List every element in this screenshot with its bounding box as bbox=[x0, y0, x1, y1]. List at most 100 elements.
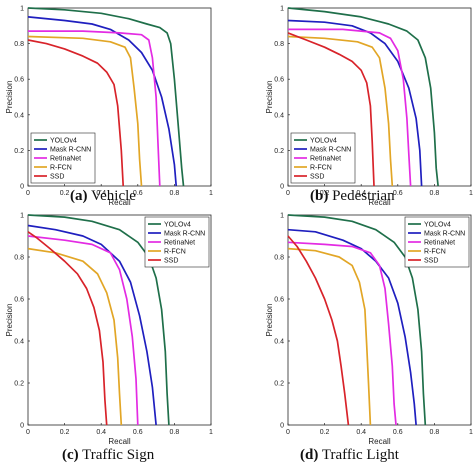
legend-label-a: SSD bbox=[50, 174, 64, 181]
x-tick-label-b: 1 bbox=[469, 190, 473, 197]
series-line-r-fcn-d bbox=[287, 247, 372, 426]
series-line-yolov4-a bbox=[27, 7, 185, 187]
x-axis-label-b: Recall bbox=[368, 198, 390, 207]
x-axis-label-c: Recall bbox=[108, 437, 130, 446]
x-tick-label-a: 1 bbox=[209, 190, 213, 197]
caption-b-letter: (b) bbox=[310, 188, 329, 204]
y-tick-label-b: 0.6 bbox=[274, 77, 284, 84]
legend-label-a: YOLOv4 bbox=[50, 138, 77, 145]
x-tick-label-a: 0.2 bbox=[60, 190, 70, 197]
series-line-ssd-a bbox=[27, 39, 125, 187]
y-axis-label-a: Precision bbox=[5, 81, 14, 114]
legend-label-b: YOLOv4 bbox=[310, 138, 337, 145]
legend-a: YOLOv4 Mask R-CNN RetinaNet R-FCN SSD bbox=[30, 132, 96, 184]
caption-d-letter: (d) bbox=[300, 447, 319, 463]
series-line-ssd-d bbox=[287, 235, 350, 426]
series-line-r-fcn-a bbox=[27, 35, 143, 187]
series-line-ssd-c bbox=[27, 231, 108, 426]
caption-a-letter: (a) bbox=[70, 188, 88, 204]
legend-label-b: Mask R-CNN bbox=[310, 147, 351, 154]
y-tick-label-b: 0 bbox=[280, 184, 284, 191]
y-tick-label-a: 0.4 bbox=[14, 112, 24, 119]
series-line-yolov4-b bbox=[287, 7, 439, 187]
legend-label-d: RetinaNet bbox=[424, 240, 455, 247]
chart-d: 0 0.2 0.4 0.6 0.8 1 0 0.2 0.4 0.6 0.8 1 Recall Precis… bbox=[265, 213, 473, 447]
caption-b: (b) Pedestrian bbox=[310, 188, 395, 205]
series-line-r-fcn-b bbox=[287, 35, 394, 187]
y-tick-label-a: 1 bbox=[20, 6, 24, 13]
y-tick-label-d: 0.2 bbox=[274, 381, 284, 388]
y-tick-label-b: 0.2 bbox=[274, 148, 284, 155]
legend-label-a: Mask R-CNN bbox=[50, 147, 91, 154]
caption-c: (c) Traffic Sign bbox=[62, 447, 154, 464]
caption-a: (a) Vehicle bbox=[70, 188, 136, 205]
x-tick-label-a: 0.6 bbox=[133, 190, 143, 197]
y-tick-label-c: 0.4 bbox=[14, 339, 24, 346]
caption-c-letter: (c) bbox=[62, 447, 79, 463]
series-line-mask-r-cnn-c bbox=[27, 224, 157, 426]
legend-label-d: Mask R-CNN bbox=[424, 231, 465, 238]
legend-c: YOLOv4 Mask R-CNN RetinaNet R-FCN SSD bbox=[144, 216, 210, 268]
x-tick-label-d: 0.8 bbox=[430, 429, 440, 436]
caption-c-text: Traffic Sign bbox=[78, 447, 155, 463]
x-tick-label-c: 1 bbox=[209, 429, 213, 436]
x-tick-label-b: 0.6 bbox=[393, 190, 403, 197]
x-tick-label-a: 0.4 bbox=[96, 190, 106, 197]
legend-label-a: RetinaNet bbox=[50, 156, 81, 163]
series-line-mask-r-cnn-a bbox=[27, 16, 178, 187]
x-tick-label-d: 0.6 bbox=[393, 429, 403, 436]
x-tick-label-b: 0 bbox=[286, 190, 290, 197]
y-tick-label-d: 0.4 bbox=[274, 339, 284, 346]
y-tick-label-c: 0 bbox=[20, 423, 24, 430]
y-tick-label-d: 0.8 bbox=[274, 255, 284, 262]
series-line-retinanet-b bbox=[288, 28, 412, 187]
chart-b: 0 0.2 0.4 0.6 0.8 1 0 0.2 0.4 0.6 0.8 1 Recall Precis… bbox=[265, 6, 473, 208]
legend-label-a: R-FCN bbox=[50, 165, 72, 172]
y-tick-label-a: 0 bbox=[20, 184, 24, 191]
x-tick-label-a: 0 bbox=[26, 190, 30, 197]
chart-c: 0 0.2 0.4 0.6 0.8 1 0 0.2 0.4 0.6 0.8 1 Recall Precis… bbox=[5, 213, 213, 447]
y-axis-label-d: Precision bbox=[265, 304, 274, 337]
y-tick-label-d: 0.6 bbox=[274, 297, 284, 304]
x-tick-label-c: 0.2 bbox=[60, 429, 70, 436]
legend-label-d: YOLOv4 bbox=[424, 222, 451, 229]
x-tick-label-c: 0.8 bbox=[170, 429, 180, 436]
x-tick-label-c: 0.6 bbox=[133, 429, 143, 436]
y-tick-label-d: 0 bbox=[280, 423, 284, 430]
y-axis-label-b: Precision bbox=[265, 81, 274, 114]
series-line-retinanet-c bbox=[27, 235, 139, 426]
series-line-retinanet-d bbox=[287, 241, 397, 426]
y-tick-label-a: 0.2 bbox=[14, 148, 24, 155]
caption-b-text: Pedestrian bbox=[328, 188, 395, 204]
y-tick-label-d: 1 bbox=[280, 213, 284, 220]
y-tick-label-c: 0.6 bbox=[14, 297, 24, 304]
series-line-mask-r-cnn-d bbox=[287, 228, 417, 426]
caption-d: (d) Traffic Light bbox=[300, 447, 399, 464]
x-tick-label-d: 1 bbox=[469, 429, 473, 436]
legend-b: YOLOv4 Mask R-CNN RetinaNet R-FCN SSD bbox=[290, 132, 356, 184]
series-line-mask-r-cnn-b bbox=[287, 19, 423, 187]
legend-label-b: R-FCN bbox=[310, 165, 332, 172]
y-tick-label-b: 1 bbox=[280, 6, 284, 13]
legend-label-b: RetinaNet bbox=[310, 156, 341, 163]
caption-a-text: Vehicle bbox=[87, 188, 136, 204]
legend-label-c: SSD bbox=[164, 258, 178, 265]
legend-label-d: R-FCN bbox=[424, 249, 446, 256]
x-axis-label-a: Recall bbox=[108, 198, 130, 207]
series-line-r-fcn-c bbox=[27, 247, 123, 426]
x-tick-label-d: 0.2 bbox=[320, 429, 330, 436]
y-tick-label-b: 0.4 bbox=[274, 112, 284, 119]
y-tick-label-b: 0.8 bbox=[274, 41, 284, 48]
y-tick-label-c: 1 bbox=[20, 213, 24, 220]
x-tick-label-d: 0 bbox=[286, 429, 290, 436]
x-tick-label-b: 0.2 bbox=[320, 190, 330, 197]
x-tick-label-d: 0.4 bbox=[356, 429, 366, 436]
legend-d: YOLOv4 Mask R-CNN RetinaNet R-FCN SSD bbox=[404, 216, 470, 268]
y-tick-label-a: 0.8 bbox=[14, 41, 24, 48]
legend-label-c: RetinaNet bbox=[164, 240, 195, 247]
series-line-retinanet-a bbox=[28, 30, 161, 187]
x-axis-label-d: Recall bbox=[368, 437, 390, 446]
legend-label-b: SSD bbox=[310, 174, 324, 181]
x-tick-label-b: 0.4 bbox=[356, 190, 366, 197]
